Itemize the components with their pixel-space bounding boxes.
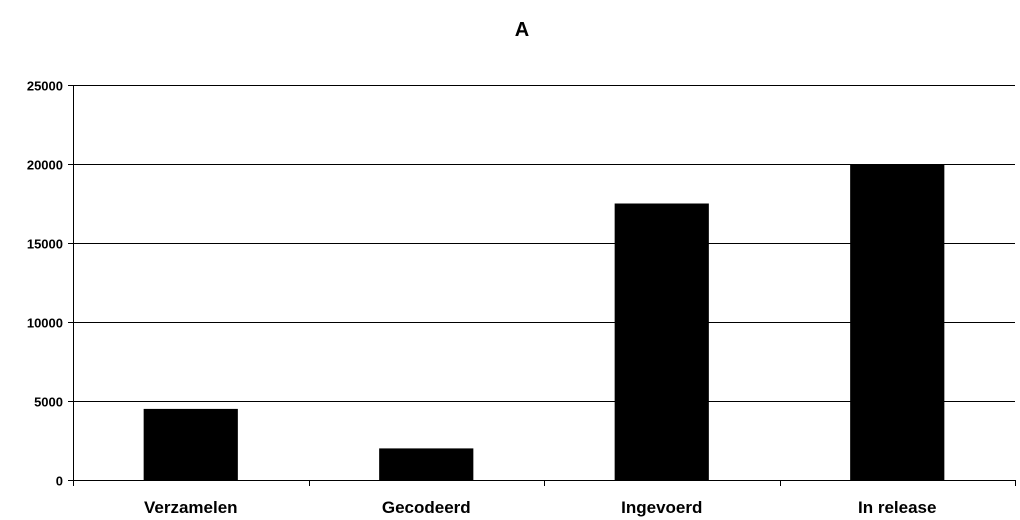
bars — [143, 164, 945, 480]
y-tick-label: 10000 — [27, 316, 63, 331]
x-category-label: Gecodeerd — [382, 498, 471, 517]
y-tick-label: 25000 — [27, 79, 63, 94]
bar-gecodeerd — [379, 448, 474, 480]
y-tick-label: 0 — [56, 474, 63, 489]
axes — [68, 85, 1016, 486]
bar-in-release — [850, 164, 945, 480]
x-axis-category-labels: Verzamelen Gecodeerd Ingevoerd In release — [144, 498, 937, 517]
y-axis-tick-labels: 0 5000 10000 15000 20000 25000 — [27, 79, 63, 489]
chart-title: A — [515, 19, 529, 41]
x-category-label: In release — [858, 498, 936, 517]
bar-verzamelen — [143, 408, 238, 480]
bar-ingevoerd — [614, 203, 709, 480]
y-tick-label: 15000 — [27, 237, 63, 252]
x-category-label: Ingevoerd — [621, 498, 702, 517]
x-category-label: Verzamelen — [144, 498, 238, 517]
y-tick-label: 20000 — [27, 158, 63, 173]
y-tick-label: 5000 — [34, 395, 63, 410]
